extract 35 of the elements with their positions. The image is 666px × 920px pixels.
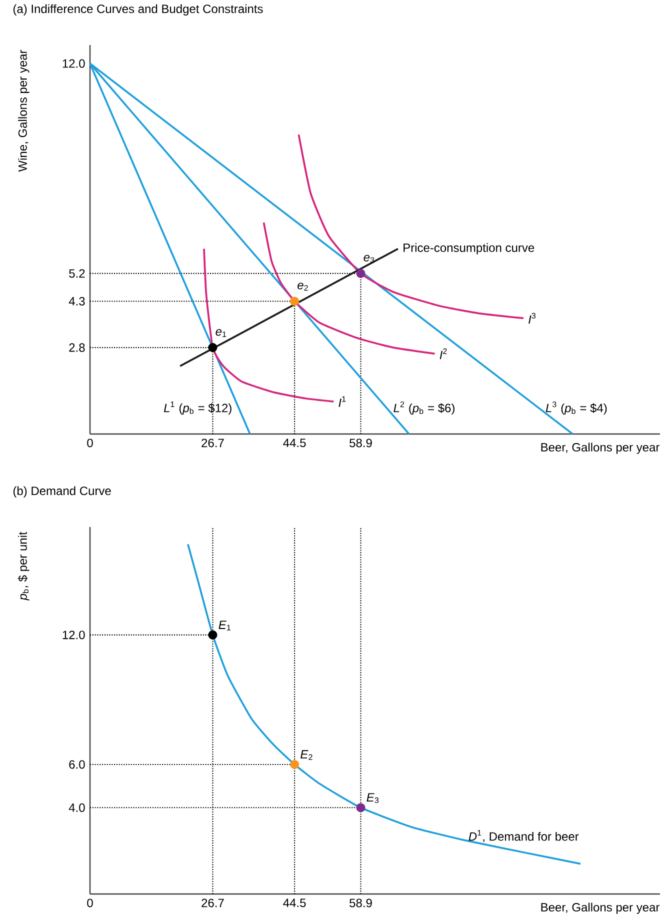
annotation: e$_{2}$ [298, 282, 308, 291]
chart-title: (b) Demand Curve [13, 486, 111, 498]
x-tick-label: 58.9 [350, 898, 372, 908]
y-tick-label: 4.3 [68, 296, 85, 306]
y-tick-label: 12.0 [62, 630, 85, 640]
chart-title: (a) Indifference Curves and Budget Constraints [13, 4, 263, 16]
x-tick-label: 44.5 [283, 438, 306, 448]
series-label: I$^{3}$ [528, 312, 536, 324]
annotation: e$_{1}$ [216, 329, 226, 337]
y-axis-title: p$_{b}$, $ per unit [18, 532, 30, 600]
annotation: e$_{3}$ [364, 254, 374, 263]
y-tick-label: 2.8 [69, 343, 85, 352]
y-axis-title: Wine, Gallons per year [18, 50, 30, 172]
annotation: E$_{1}$ [218, 620, 231, 630]
series-label: L$^{1}$ (p$_{b}$ = $12) [164, 402, 232, 415]
y-tick-label: 4.0 [68, 803, 85, 812]
x-tick-label: 0 [87, 898, 93, 908]
x-tick-label: 58.9 [350, 438, 372, 448]
annotation: E$_{2}$ [300, 750, 312, 760]
x-axis-title: Beer, Gallons per year [541, 442, 660, 454]
series-label: Price-consumption curve [404, 243, 534, 254]
series-label: I$^{2}$ [440, 348, 447, 360]
annotation: E$_{3}$ [366, 793, 379, 804]
series-label: D$^{1}$, Demand for beer [468, 830, 579, 842]
x-tick-label: 0 [87, 438, 93, 448]
x-tick-label: 26.7 [202, 898, 224, 908]
y-tick-label: 6.0 [69, 760, 85, 769]
series-label: L$^{2}$ (p$_{b}$ = $6) [394, 401, 454, 415]
x-tick-label: 44.5 [283, 898, 306, 908]
series-label: I$^{1}$ [338, 396, 346, 407]
y-tick-label: 5.2 [69, 269, 85, 278]
series-label: L$^{3}$ (p$_{b}$ = $4) [546, 401, 607, 415]
x-axis-title: Beer, Gallons per year [541, 902, 660, 914]
x-tick-label: 26.7 [202, 438, 224, 448]
y-tick-label: 12.0 [62, 59, 85, 68]
